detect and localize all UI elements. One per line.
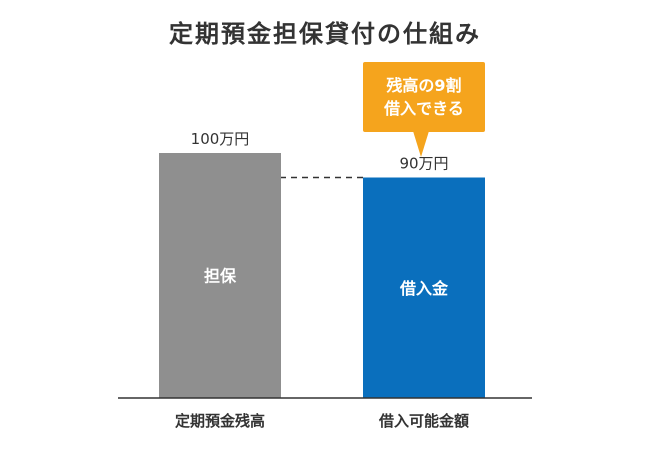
bar-label-2: 借入金 <box>399 279 449 298</box>
data-label-1: 100万円 <box>191 130 250 148</box>
callout-tail <box>413 131 429 157</box>
category-label-2: 借入可能金額 <box>378 412 469 430</box>
callout-line-1: 残高の9割 <box>386 76 462 95</box>
bar-label-1: 担保 <box>204 267 237 286</box>
category-label-1: 定期預金残高 <box>175 412 265 430</box>
chart-title: 定期預金担保貸付の仕組み <box>169 20 481 48</box>
bar-1 <box>159 153 281 398</box>
bar-2 <box>363 177 485 398</box>
data-label-2: 90万円 <box>399 155 448 173</box>
callout-line-2: 借入できる <box>384 99 464 118</box>
callout-box: 残高の9割 借入できる <box>363 62 485 132</box>
